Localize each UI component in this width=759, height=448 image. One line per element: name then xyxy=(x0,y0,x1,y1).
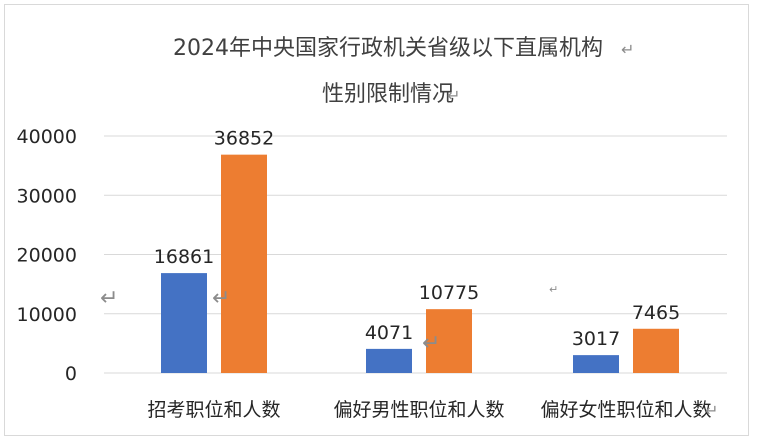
bar xyxy=(633,328,679,373)
bar xyxy=(366,348,412,373)
x-category-label: 偏好女性职位和人数 xyxy=(540,399,711,421)
return-mark-icon: ↵ xyxy=(621,40,634,59)
chart-title-line-1: 2024年中央国家行政机关省级以下直属机构 xyxy=(173,36,603,61)
data-label: 4071 xyxy=(365,322,413,344)
x-category-label: 偏好男性职位和人数 xyxy=(333,399,504,421)
return-mark-icon: ↵ xyxy=(212,286,230,311)
bar-chart: 2024年中央国家行政机关省级以下直属机构 性别限制情况 0 10000 20000… xyxy=(17,36,727,421)
chart-title-line-2: 性别限制情况 xyxy=(322,82,454,107)
y-axis-ticks: 0 10000 20000 30000 40000 xyxy=(17,126,77,385)
bar xyxy=(573,355,619,373)
y-tick-label: 40000 xyxy=(17,126,77,148)
return-mark-icon: ↵ xyxy=(422,331,440,356)
y-tick-label: 30000 xyxy=(17,185,77,207)
chart-title: 2024年中央国家行政机关省级以下直属机构 性别限制情况 xyxy=(173,36,603,107)
data-label: 16861 xyxy=(154,246,214,268)
bar xyxy=(426,309,472,373)
data-label: 7465 xyxy=(632,302,680,324)
category-labels: 招考职位和人数 偏好男性职位和人数 偏好女性职位和人数 xyxy=(147,399,711,421)
bar xyxy=(161,273,207,373)
return-mark-icon: ↵ xyxy=(100,286,118,311)
return-mark-icon: ↵ xyxy=(549,283,558,296)
y-tick-label: 10000 xyxy=(17,304,77,326)
x-category-label: 招考职位和人数 xyxy=(147,399,280,421)
bars xyxy=(161,154,679,373)
y-tick-label: 20000 xyxy=(17,245,77,267)
data-label: 36852 xyxy=(214,128,274,150)
bar xyxy=(221,154,267,373)
y-tick-label: 0 xyxy=(65,363,77,385)
data-labels: 16861 36852 4071 10775 3017 7465 xyxy=(154,128,680,350)
data-label: 10775 xyxy=(419,282,479,304)
data-label: 3017 xyxy=(572,328,620,350)
return-mark-icon: ↵ xyxy=(447,86,460,105)
paragraph-marks: ↵ ↵ ↵ ↵ ↵ ↵ ↵ xyxy=(100,40,718,420)
gridlines xyxy=(104,135,727,374)
return-mark-icon: ↵ xyxy=(705,401,718,420)
chart-frame: 2024年中央国家行政机关省级以下直属机构 性别限制情况 0 10000 20000… xyxy=(4,4,749,436)
